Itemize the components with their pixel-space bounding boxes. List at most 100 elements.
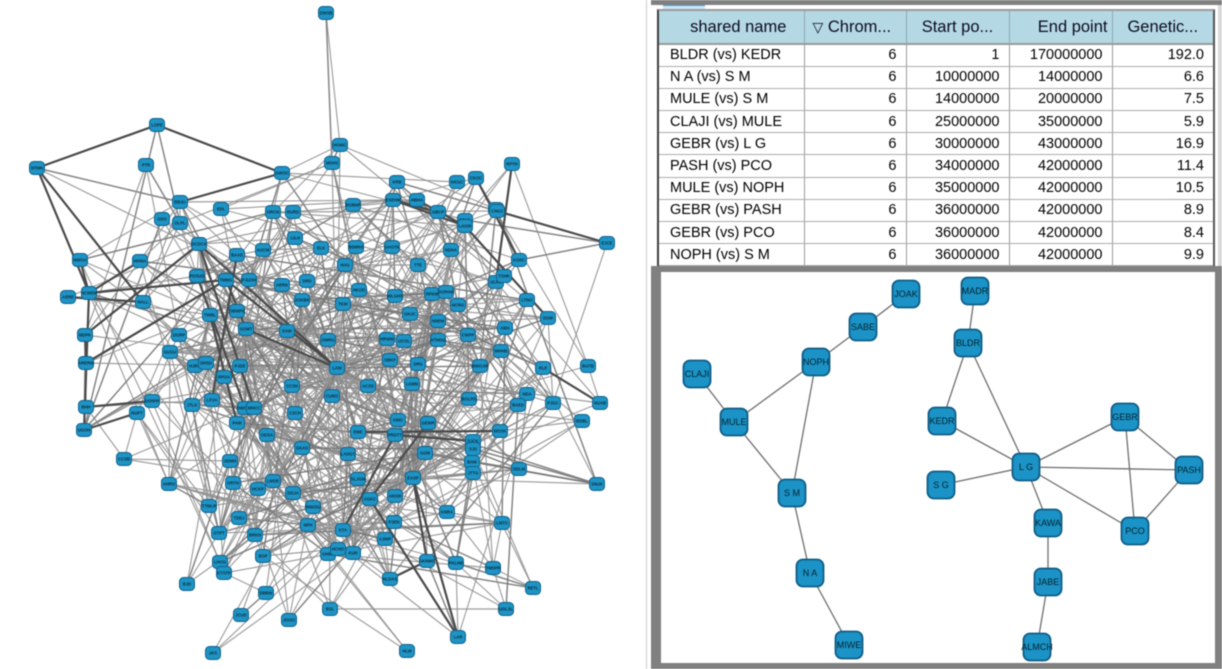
svg-text:DGM: DGM (543, 316, 553, 321)
svg-text:PTR: PTR (142, 163, 150, 168)
svg-text:DBBW: DBBW (259, 591, 272, 596)
svg-text:TTE: TTE (414, 263, 422, 268)
svg-text:OBWPE: OBWPE (229, 309, 245, 314)
svg-text:CKOC: CKOC (470, 176, 482, 181)
svg-text:BSL: BSL (326, 607, 335, 612)
svg-text:SDMH: SDMH (224, 459, 236, 464)
svg-text:BLDR: BLDR (956, 338, 981, 348)
svg-text:HCKP: HCKP (252, 487, 264, 492)
svg-text:NUAB: NUAB (594, 401, 606, 406)
svg-text:UGLSL: UGLSL (499, 607, 514, 612)
svg-text:LAGW: LAGW (459, 224, 472, 229)
svg-text:GUGU: GUGU (164, 350, 177, 355)
svg-text:TWBL: TWBL (204, 313, 217, 318)
svg-text:EDL: EDL (217, 207, 226, 212)
svg-text:ARERW: ARERW (78, 361, 94, 366)
svg-text:TTMLR: TTMLR (202, 504, 216, 509)
svg-text:ULRS: ULRS (490, 280, 502, 285)
svg-text:ODSA: ODSA (261, 433, 273, 438)
svg-text:PJGC: PJGC (547, 401, 558, 406)
svg-text:ORTH: ORTH (227, 481, 239, 486)
svg-text:MSHS: MSHS (326, 161, 338, 166)
svg-text:EJCE: EJCE (602, 241, 613, 246)
svg-text:GGM: GGM (420, 451, 431, 456)
svg-text:ANSW: ANSW (389, 494, 402, 499)
svg-text:HCWEM: HCWEM (81, 291, 98, 296)
svg-text:S M: S M (784, 488, 800, 498)
svg-text:LADGT: LADGT (341, 452, 356, 457)
svg-text:LHOG: LHOG (214, 560, 226, 565)
svg-text:MDPK: MDPK (79, 333, 91, 338)
svg-text:TOHK: TOHK (498, 274, 510, 279)
svg-text:BBJU: BBJU (174, 200, 185, 205)
svg-text:AUCW: AUCW (256, 248, 269, 253)
svg-text:NDHA: NDHA (445, 248, 457, 253)
svg-text:DHSD: DHSD (200, 361, 212, 366)
svg-text:JTTG: JTTG (468, 471, 479, 476)
svg-text:OLPL: OLPL (174, 221, 186, 226)
svg-text:DOPHW: DOPHW (438, 290, 454, 295)
svg-text:NOPH: NOPH (803, 357, 829, 367)
svg-text:PASH: PASH (1177, 465, 1201, 475)
svg-text:DSRPP: DSRPP (145, 399, 160, 404)
svg-text:UGOH: UGOH (78, 428, 91, 433)
svg-text:BUTB: BUTB (582, 364, 594, 369)
svg-text:EASP: EASP (407, 476, 419, 481)
svg-text:DGRP: DGRP (173, 333, 185, 338)
svg-text:PJUOH: PJUOH (242, 278, 256, 283)
svg-text:GBCP: GBCP (432, 210, 444, 215)
svg-text:HKOD: HKOD (353, 288, 365, 293)
svg-text:AERN: AERN (276, 283, 288, 288)
svg-text:NTMN: NTMN (31, 166, 43, 171)
svg-text:EME: EME (353, 430, 362, 435)
svg-text:BAAE: BAAE (231, 253, 243, 258)
svg-text:KUR: KUR (348, 551, 357, 556)
svg-text:JABE: JABE (1037, 577, 1060, 587)
svg-text:PDSUD: PDSUD (190, 274, 205, 279)
svg-text:SNUK: SNUK (591, 482, 603, 487)
svg-text:JKS: JKS (209, 651, 217, 656)
svg-text:KMO: KMO (393, 418, 404, 423)
svg-text:PRDTT: PRDTT (388, 433, 402, 438)
svg-text:CNUJ: CNUJ (491, 209, 503, 214)
svg-text:CSCH: CSCH (289, 411, 301, 416)
svg-text:AJWP: AJWP (379, 537, 391, 542)
svg-text:ACSD: ACSD (362, 384, 374, 389)
svg-text:NDA: NDA (522, 392, 531, 397)
svg-text:HOMC: HOMC (334, 143, 347, 148)
svg-text:WLGHS: WLGHS (387, 294, 403, 299)
svg-text:RNKDU: RNKDU (305, 505, 320, 510)
svg-text:L G: L G (1019, 462, 1033, 472)
svg-text:S G: S G (933, 480, 949, 490)
svg-text:NLDAS: NLDAS (383, 577, 398, 582)
svg-text:PJDE: PJDE (235, 364, 246, 369)
svg-text:SBKP: SBKP (384, 358, 396, 363)
svg-text:KSHC: KSHC (513, 258, 525, 263)
svg-text:HHWA: HHWA (134, 259, 147, 264)
svg-text:PCO: PCO (1125, 526, 1145, 536)
svg-text:LOPE: LOPE (151, 123, 163, 128)
svg-text:NWOA: NWOA (73, 258, 86, 263)
svg-text:KKGC: KKGC (451, 180, 463, 185)
svg-text:LMTS: LMTS (496, 521, 508, 526)
svg-text:RETL: RETL (528, 586, 539, 591)
svg-text:SJS: SJS (469, 447, 477, 452)
svg-text:KNRA: KNRA (441, 510, 453, 515)
svg-text:GOMT: GOMT (240, 327, 253, 332)
svg-text:LTNO: LTNO (521, 298, 533, 303)
svg-text:HCHO: HCHO (332, 547, 345, 552)
svg-text:DDLM: DDLM (513, 467, 526, 472)
svg-text:ELK: ELK (317, 246, 325, 251)
svg-text:JTLK: JTLK (187, 403, 197, 408)
svg-text:ESEHM: ESEHM (386, 198, 401, 203)
svg-text:PKLHB: PKLHB (449, 561, 463, 566)
svg-text:NCRG: NCRG (452, 303, 464, 308)
svg-text:AERE: AERE (62, 295, 74, 300)
svg-text:RLE: RLE (539, 366, 548, 371)
svg-text:TMMG: TMMG (220, 278, 233, 283)
svg-text:DRG: DRG (413, 362, 422, 367)
svg-text:GKNMO: GKNMO (419, 559, 436, 564)
svg-text:TDEJ: TDEJ (234, 516, 245, 521)
svg-text:BOP: BOP (258, 554, 267, 559)
svg-text:SABE: SABE (851, 322, 875, 332)
